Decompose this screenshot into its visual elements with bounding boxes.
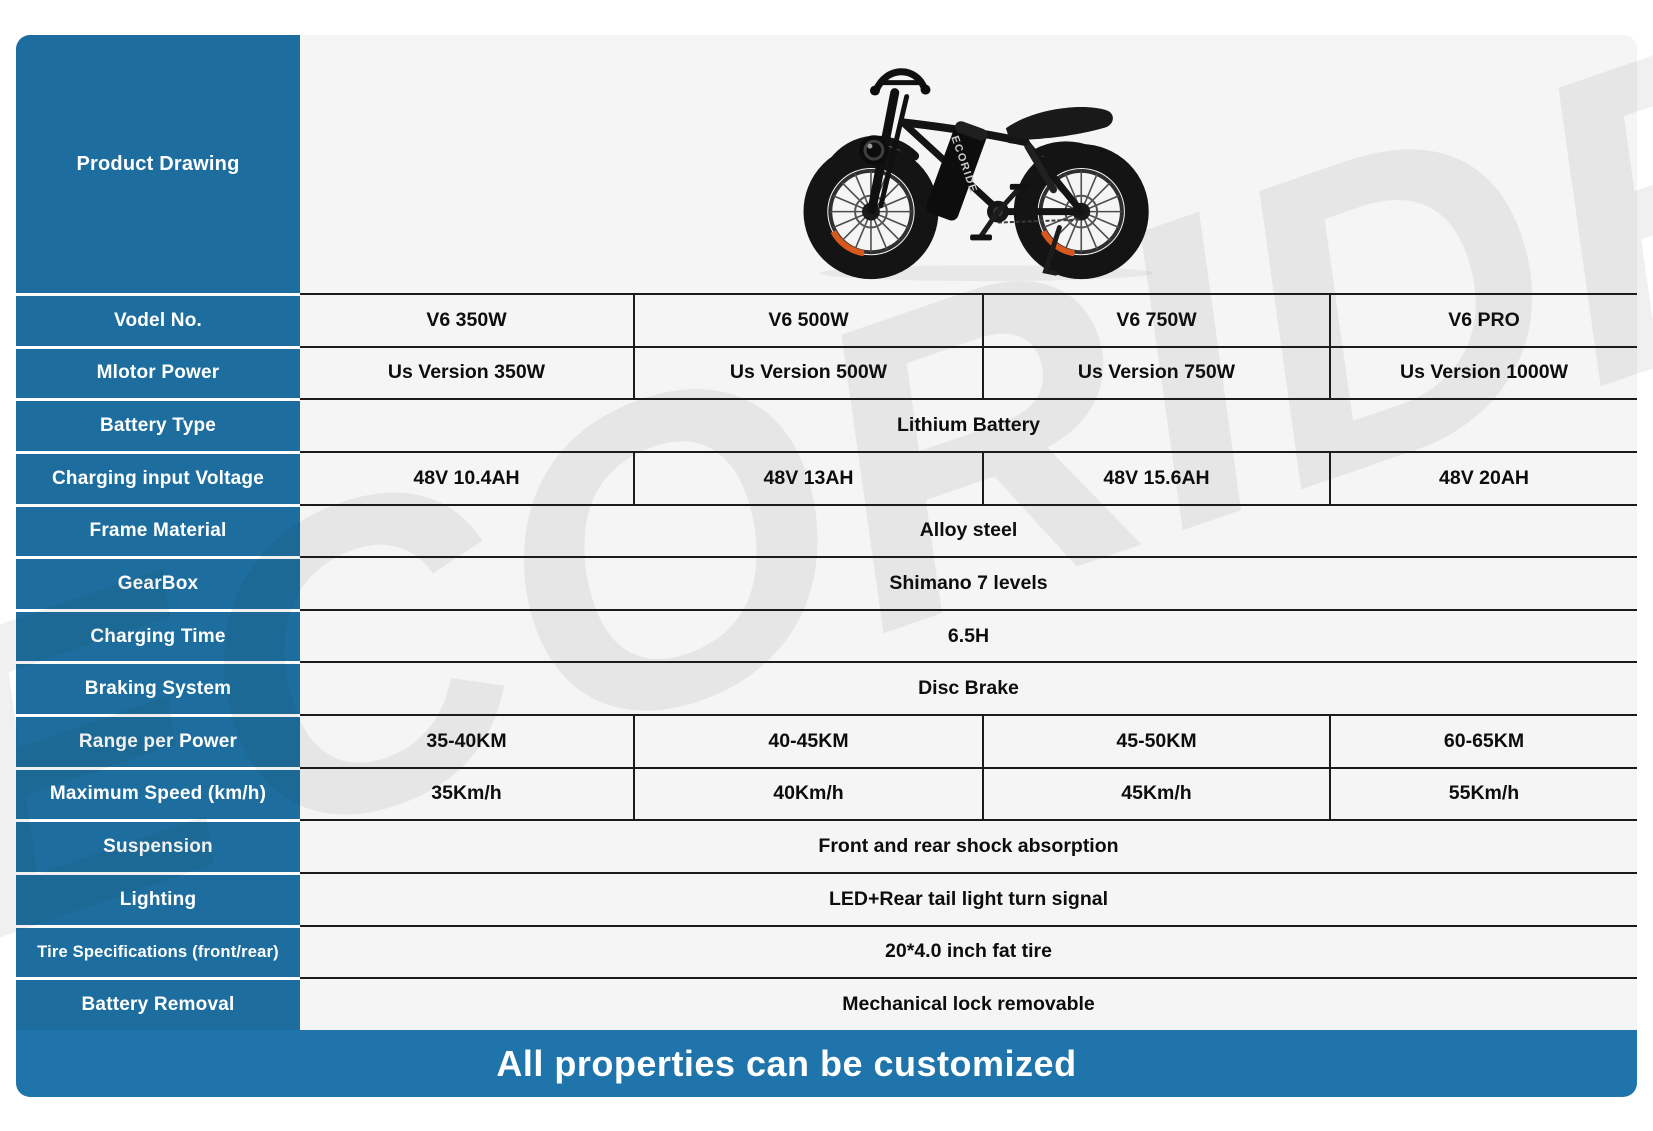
spec-cell: V6 750W: [982, 293, 1329, 346]
row-label-motor-power: Mlotor Power: [16, 345, 300, 399]
spec-span-cell: LED+Rear tail light turn signal: [300, 871, 1637, 925]
spec-cell: Us Version 500W: [633, 345, 982, 399]
row-motor-power: Mlotor Power Us Version 350W Us Version …: [16, 345, 1637, 399]
spec-cell: Us Version 350W: [300, 345, 633, 399]
spec-cell: 40-45KM: [633, 714, 982, 767]
row-charging-time: Charging Time 6.5H: [16, 608, 1637, 662]
ebike-illustration: ECORIDE: [774, 41, 1204, 293]
spec-cell: 48V 15.6AH: [982, 450, 1329, 504]
row-gearbox: GearBox Shimano 7 levels: [16, 556, 1637, 609]
spec-span-cell: Front and rear shock absorption: [300, 819, 1637, 872]
spec-cell: 45Km/h: [982, 766, 1329, 820]
footer-banner-text: All properties can be customized: [496, 1042, 1077, 1084]
spec-span-cell: Shimano 7 levels: [300, 556, 1637, 609]
spec-cell: 45-50KM: [982, 714, 1329, 767]
spec-cell: V6 PRO: [1329, 293, 1637, 346]
row-product-drawing: Product Drawing: [16, 35, 1637, 293]
spec-table: Product Drawing: [16, 35, 1637, 1030]
row-model-no: Vodel No. V6 350W V6 500W V6 750W V6 PRO: [16, 293, 1637, 346]
row-label-charging-time: Charging Time: [16, 608, 300, 662]
spec-cell: 48V 20AH: [1329, 450, 1637, 504]
spec-cell: 55Km/h: [1329, 766, 1637, 820]
row-lighting: Lighting LED+Rear tail light turn signal: [16, 871, 1637, 925]
spec-cell: 60-65KM: [1329, 714, 1637, 767]
spec-cell: 35-40KM: [300, 714, 633, 767]
spec-cell: 40Km/h: [633, 766, 982, 820]
spec-span-cell: 20*4.0 inch fat tire: [300, 924, 1637, 978]
row-label-battery-type: Battery Type: [16, 398, 300, 451]
spec-span-cell: Alloy steel: [300, 503, 1637, 557]
row-tire-specifications: Tire Specifications (front/rear) 20*4.0 …: [16, 924, 1637, 978]
spec-cell: V6 350W: [300, 293, 633, 346]
row-label-maximum-speed: Maximum Speed (km/h): [16, 766, 300, 820]
headlight: [858, 135, 889, 165]
spec-span-cell: 6.5H: [300, 608, 1637, 662]
spec-cell: 35Km/h: [300, 766, 633, 820]
spec-cell: Us Version 1000W: [1329, 345, 1637, 399]
row-braking-system: Braking System Disc Brake: [16, 661, 1637, 714]
row-battery-type: Battery Type Lithium Battery: [16, 398, 1637, 451]
row-label-battery-removal: Battery Removal: [16, 977, 300, 1030]
row-label-suspension: Suspension: [16, 819, 300, 872]
ebike-image: ECORIDE: [802, 68, 1153, 282]
row-range-per-power: Range per Power 35-40KM 40-45KM 45-50KM …: [16, 714, 1637, 767]
row-label-braking-system: Braking System: [16, 661, 300, 714]
product-drawing-label: Product Drawing: [76, 152, 240, 175]
row-maximum-speed: Maximum Speed (km/h) 35Km/h 40Km/h 45Km/…: [16, 766, 1637, 820]
footer-banner: All properties can be customized: [16, 1030, 1637, 1097]
battery-pack: [925, 121, 987, 221]
row-suspension: Suspension Front and rear shock absorpti…: [16, 819, 1637, 872]
row-label-frame-material: Frame Material: [16, 503, 300, 557]
row-label-model-no: Vodel No.: [16, 293, 300, 346]
row-label-tire-specifications: Tire Specifications (front/rear): [16, 924, 300, 978]
row-label-gearbox: GearBox: [16, 556, 300, 609]
row-label-lighting: Lighting: [16, 871, 300, 925]
spec-cell: V6 500W: [633, 293, 982, 346]
row-battery-removal: Battery Removal Mechanical lock removabl…: [16, 977, 1637, 1030]
row-label-charging-voltage: Charging input Voltage: [16, 450, 300, 504]
spec-span-cell: Lithium Battery: [300, 398, 1637, 451]
row-label-range-per-power: Range per Power: [16, 714, 300, 767]
spec-cell: 48V 13AH: [633, 450, 982, 504]
spec-cell: 48V 10.4AH: [300, 450, 633, 504]
spec-span-cell: Disc Brake: [300, 661, 1637, 714]
row-charging-voltage: Charging input Voltage 48V 10.4AH 48V 13…: [16, 450, 1637, 504]
spec-cell: Us Version 750W: [982, 345, 1329, 399]
row-frame-material: Frame Material Alloy steel: [16, 503, 1637, 557]
row-label-product-drawing: Product Drawing: [16, 35, 300, 293]
spec-span-cell: Mechanical lock removable: [300, 977, 1637, 1030]
product-drawing-cell: ECORIDE: [300, 35, 1637, 293]
